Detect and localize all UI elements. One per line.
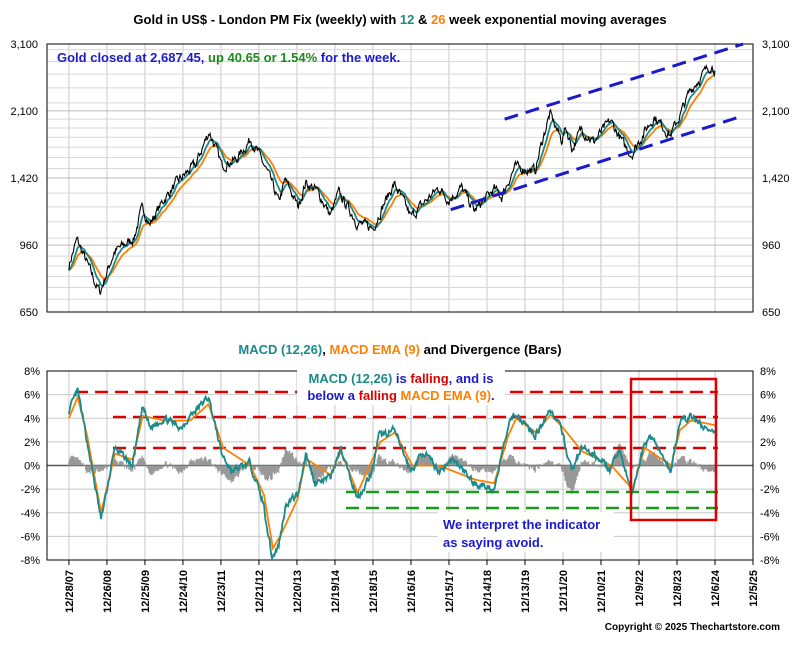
x-tick-label-13: 12/11/20 <box>558 570 570 612</box>
x-tick-label-0: 12/28/07 <box>64 570 76 613</box>
x-tick-label-15: 12/9/22 <box>634 570 646 607</box>
bt-title-d: and Divergence (Bars) <box>420 342 562 357</box>
top-ytick-right-2: 1,420 <box>762 173 790 185</box>
x-tick-label-2: 12/25/09 <box>140 570 152 613</box>
note-post: for the week. <box>317 50 400 65</box>
x-tick-label-9: 12/16/16 <box>406 570 418 613</box>
note-up: up 40.65 or 1.54% <box>208 50 318 65</box>
top-ytick-left-2: 1,420 <box>10 173 38 185</box>
bot-ytick-right-3: -2% <box>760 484 780 496</box>
top-title-post: week exponential moving averages <box>445 12 666 27</box>
avoid-note-line2: as saying avoid. <box>443 535 543 550</box>
bot-ytick-right-8: 8% <box>760 366 776 378</box>
channel-upper-line <box>504 42 744 121</box>
top-title-n12: 12 <box>400 12 414 27</box>
macd-line <box>68 387 716 560</box>
top-ytick-left-0: 650 <box>20 307 38 319</box>
bot-ytick-left-7: 6% <box>24 390 40 402</box>
mn1-d: , and is <box>449 371 494 386</box>
bot-ytick-left-0: -8% <box>20 555 40 567</box>
x-tick-label-7: 12/19/14 <box>330 569 342 613</box>
top-ytick-left-1: 960 <box>20 240 38 252</box>
highlight-box <box>629 377 718 522</box>
gold-close-note: Gold closed at 2,687.45, up 40.65 or 1.5… <box>57 50 400 65</box>
bot-ytick-left-5: 2% <box>24 437 40 449</box>
mn1-a: MACD (12,26) <box>309 371 393 386</box>
gold-price-line <box>68 63 716 295</box>
bot-ytick-left-4: 0% <box>24 461 40 473</box>
bot-ytick-right-5: 2% <box>760 437 776 449</box>
mn1-b: is <box>392 371 410 386</box>
top-title-mid: & <box>414 12 431 27</box>
channel-lower-line <box>450 114 744 212</box>
bot-ytick-right-0: -8% <box>760 555 780 567</box>
top-ytick-right-1: 960 <box>762 240 780 252</box>
top-ytick-left-4: 3,100 <box>10 39 38 51</box>
top-ytick-right-0: 650 <box>762 307 780 319</box>
bottom-chart-title: MACD (12,26), MACD EMA (9) and Divergenc… <box>238 342 561 357</box>
note-pre: Gold closed at 2,687.45, <box>57 50 208 65</box>
x-tick-label-16: 12/8/23 <box>672 570 684 607</box>
x-tick-label-6: 12/20/13 <box>292 570 304 613</box>
bot-ytick-right-7: 6% <box>760 390 776 402</box>
macd-ema9-line <box>68 393 716 551</box>
bot-ytick-left-8: 8% <box>24 366 40 378</box>
x-tick-label-11: 12/14/18 <box>482 570 494 613</box>
bottom-series-group <box>68 387 716 560</box>
x-axis: 12/28/07 12/26/08 12/25/09 12/24/10 12/23/11… <box>64 560 760 613</box>
x-tick-label-4: 12/23/11 <box>216 570 228 612</box>
reference-dashed-lines <box>75 390 718 510</box>
bt-title-c: MACD EMA (9) <box>329 342 420 357</box>
trend-channel <box>450 42 744 212</box>
avoid-note-line1: We interpret the indicator <box>443 517 600 532</box>
mn2-b: falling <box>359 388 397 403</box>
bot-ytick-left-1: -6% <box>20 531 40 543</box>
ema26-line <box>68 74 716 280</box>
x-tick-label-8: 12/18/15 <box>368 570 380 613</box>
top-chart-title: Gold in US$ - London PM Fix (weekly) wit… <box>133 12 666 27</box>
top-grid <box>47 43 754 313</box>
top-title-n26: 26 <box>431 12 445 27</box>
x-tick-label-10: 12/15/17 <box>444 570 456 613</box>
macd-note-background <box>297 369 505 405</box>
bt-title-b: , <box>322 342 329 357</box>
top-title-pre: Gold in US$ - London PM Fix (weekly) wit… <box>133 12 400 27</box>
macd-note-line2: below a falling MACD EMA (9). <box>307 388 494 403</box>
bt-title-a: MACD (12,26) <box>238 342 322 357</box>
x-tick-label-17: 12/6/24 <box>710 569 722 607</box>
top-y-axis: 650 650 960 960 1,420 1,420 2,100 2,100 3,100 3,1… <box>10 39 789 319</box>
mn2-d: MACD EMA (9) <box>401 388 492 403</box>
x-tick-label-5: 12/21/12 <box>254 570 266 613</box>
top-ytick-right-4: 3,100 <box>762 39 790 51</box>
copyright-text: Copyright © 2025 Thechartstore.com <box>605 622 780 633</box>
divergence-bars <box>68 443 716 494</box>
bot-ytick-right-4: 0% <box>760 461 776 473</box>
mn2-e: . <box>491 388 495 403</box>
bot-ytick-right-6: 4% <box>760 413 776 425</box>
x-tick-label-3: 12/24/10 <box>178 570 190 613</box>
macd-note-line1: MACD (12,26) is falling, and is <box>309 371 494 386</box>
ema12-line <box>68 69 716 287</box>
bot-ytick-right-2: -4% <box>760 508 780 520</box>
bot-ytick-left-6: 4% <box>24 413 40 425</box>
top-series-group <box>68 63 716 295</box>
mn2-a: below a <box>307 388 358 403</box>
x-tick-label-14: 12/10/21 <box>596 570 608 613</box>
top-ytick-left-3: 2,100 <box>10 106 38 118</box>
mn1-c: falling <box>410 371 448 386</box>
bot-ytick-left-2: -4% <box>20 508 40 520</box>
x-tick-label-1: 12/26/08 <box>102 570 114 613</box>
bot-ytick-left-3: -2% <box>20 484 40 496</box>
avoid-note-background <box>438 512 614 552</box>
x-tick-label-12: 12/13/19 <box>520 570 532 613</box>
bot-ytick-right-1: -6% <box>760 531 780 543</box>
x-tick-label-18: 12/5/25 <box>748 570 760 607</box>
bottom-y-axis: -8% -8% -6% -6% -4% -4% -2% -2% 0% 0% 2% 2% 4% 4% 6% 6%… <box>20 366 779 567</box>
top-plot-frame <box>46 43 754 313</box>
top-ytick-right-3: 2,100 <box>762 106 790 118</box>
